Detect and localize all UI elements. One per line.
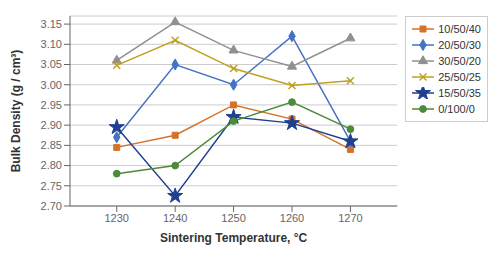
svg-text:2.90: 2.90 xyxy=(41,119,62,131)
svg-text:3.10: 3.10 xyxy=(41,38,62,50)
svg-text:1240: 1240 xyxy=(163,212,187,224)
svg-text:1270: 1270 xyxy=(338,212,362,224)
html-text:15/50/35: 15/50/35 xyxy=(438,87,481,99)
svg-text:2.70: 2.70 xyxy=(41,200,62,212)
html-text:30/50/20: 30/50/20 xyxy=(438,55,481,67)
svg-text:1250: 1250 xyxy=(221,212,245,224)
svg-text:2.75: 2.75 xyxy=(41,180,62,192)
svg-text:2.95: 2.95 xyxy=(41,99,62,111)
svg-text:3.05: 3.05 xyxy=(41,58,62,70)
svg-text:2.85: 2.85 xyxy=(41,139,62,151)
svg-text:1230: 1230 xyxy=(104,212,128,224)
html-text:20/50/30: 20/50/30 xyxy=(438,39,481,51)
svg-text:3.15: 3.15 xyxy=(41,18,62,30)
html-text:10/50/40: 10/50/40 xyxy=(438,23,481,35)
html-text:25/50/25: 25/50/25 xyxy=(438,71,481,83)
svg-text:1260: 1260 xyxy=(280,212,304,224)
svg-text:Sintering Temperature, °C: Sintering Temperature, °C xyxy=(160,231,308,245)
html-text:0/100/0: 0/100/0 xyxy=(438,103,475,115)
svg-text:2.80: 2.80 xyxy=(41,159,62,171)
svg-text:Bulk Density (g / cm³): Bulk Density (g / cm³) xyxy=(9,50,23,173)
svg-text:3.00: 3.00 xyxy=(41,79,62,91)
